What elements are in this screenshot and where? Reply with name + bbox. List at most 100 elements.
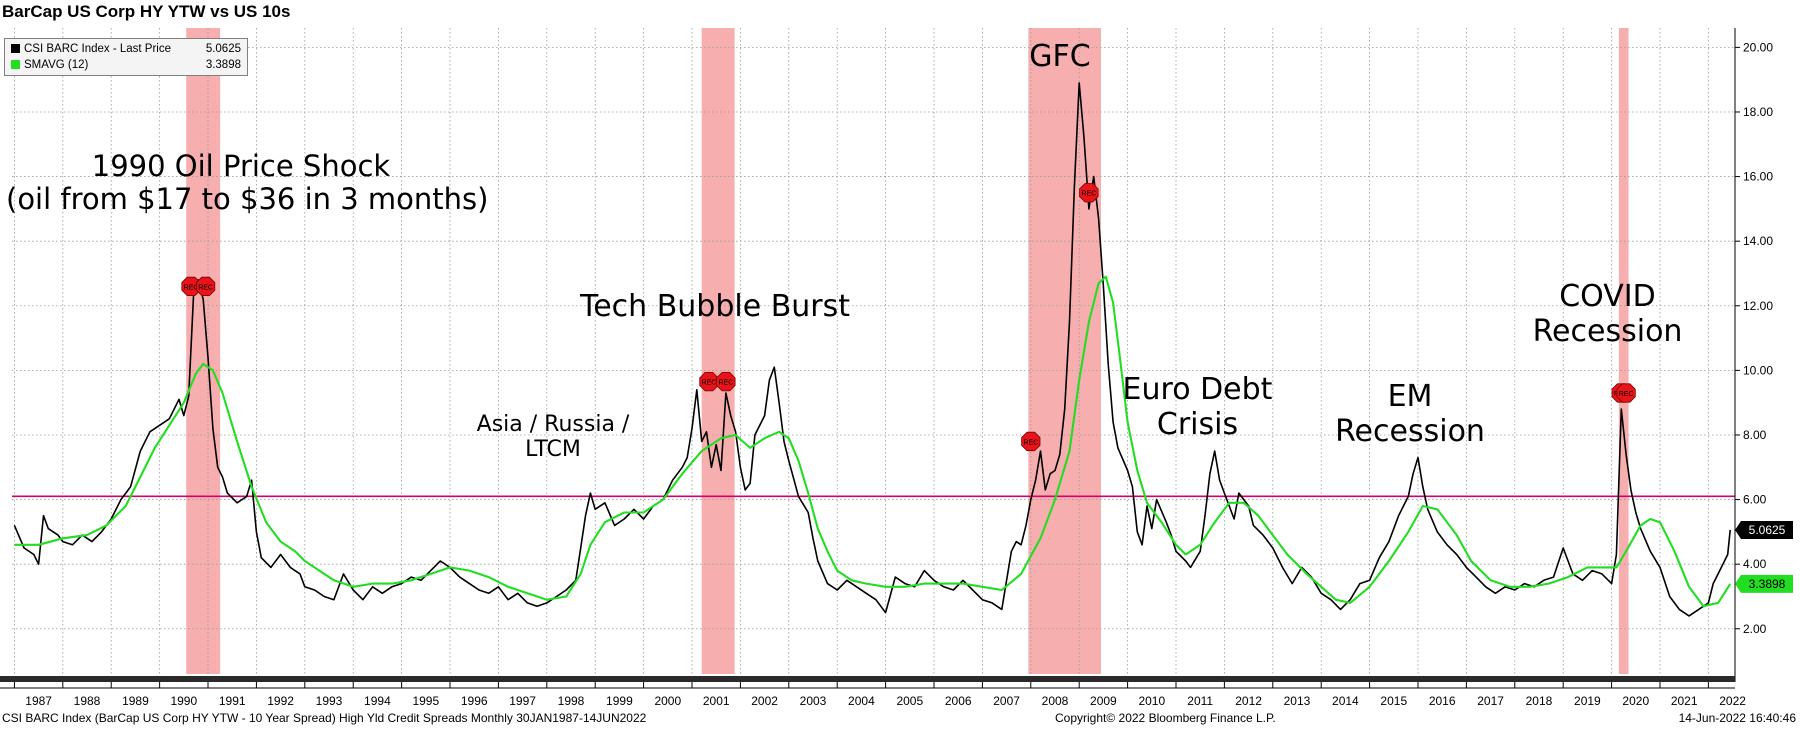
rec-marker-7 xyxy=(1616,383,1636,403)
annotation-asia-russia-line-2: LTCM xyxy=(525,437,581,463)
recession-band-0 xyxy=(186,28,221,674)
x-tick-label-7: 1994 xyxy=(364,694,391,708)
annotation-tech-bubble: Tech Bubble Burst xyxy=(560,289,870,325)
chart-title: BarCap US Corp HY YTW vs US 10s xyxy=(2,2,291,21)
x-tick-label-12: 1999 xyxy=(606,694,633,708)
x-tick-label-25: 2012 xyxy=(1235,694,1262,708)
annotation-covid-line-2: Recession xyxy=(1532,313,1683,349)
rec-marker-2 xyxy=(699,371,719,392)
footer-timestamp: 14-Jun-2022 16:40:46 xyxy=(1678,711,1796,725)
annotation-asia-russia-line-1: Asia / Russia / xyxy=(476,412,630,437)
x-axis-bar xyxy=(0,676,1735,682)
rec-marker-5 xyxy=(1079,183,1099,203)
y-tick-label-9: 20.00 xyxy=(1743,40,1773,54)
annotation-oil-shock: 1990 Oil Price Shock (oil from $17 to $3… xyxy=(6,149,489,217)
legend-item-price: CSI BARC Index - Last Price 5.0625 xyxy=(11,41,241,57)
annotation-euro-debt-line-1: Euro Debt xyxy=(1122,372,1273,407)
rec-marker-label-0: REC xyxy=(184,284,199,291)
legend-item-sma: SMAVG (12) 3.3898 xyxy=(11,57,241,73)
x-tick-label-18: 2005 xyxy=(896,694,923,708)
axis-layer: 2.00 4.00 6.00 8.00 10.00 12.00 14.00 16.00 18.0… xyxy=(0,28,1793,708)
x-tick-label-2: 1989 xyxy=(122,694,149,708)
x-tick-label-31: 2018 xyxy=(1526,694,1553,708)
annotation-gfc: GFC xyxy=(1010,39,1110,75)
y-tick-label-7: 16.00 xyxy=(1743,170,1773,184)
annotation-euro-debt: Euro Debt Crisis xyxy=(1110,372,1285,442)
annotation-asia-russia: Asia / Russia / LTCM xyxy=(448,412,658,463)
y-tick-label-0: 2.00 xyxy=(1743,622,1767,636)
x-tick-label-16: 2003 xyxy=(800,694,827,708)
rec-marker-4 xyxy=(1021,431,1041,452)
x-tick-label-30: 2017 xyxy=(1477,694,1504,708)
legend: CSI BARC Index - Last Price 5.0625 SMAVG… xyxy=(4,38,248,76)
x-tick-label-19: 2006 xyxy=(945,694,972,708)
series-line-sma xyxy=(14,275,1732,608)
x-tick-label-10: 1997 xyxy=(509,694,536,708)
x-tick-label-24: 2011 xyxy=(1187,694,1213,708)
annotation-covid: COVID Recession xyxy=(1515,279,1700,349)
footer-copyright: Copyright© 2022 Bloomberg Finance L.P. xyxy=(1055,711,1276,725)
x-tick-label-26: 2013 xyxy=(1284,694,1311,708)
series-line-price xyxy=(13,82,1731,617)
recession-markers-layer: RECRECRECRECRECRECRECREC xyxy=(181,183,1636,452)
rec-marker-label-2: REC xyxy=(702,380,717,387)
rec-marker-label-7: REC xyxy=(1619,391,1634,398)
x-tick-label-0: 1987 xyxy=(25,694,52,708)
rec-marker-label-3: REC xyxy=(718,380,733,387)
x-tick-label-23: 2010 xyxy=(1138,694,1165,708)
annotation-euro-debt-line-2: Crisis xyxy=(1156,406,1239,442)
legend-swatch-price xyxy=(11,44,20,54)
rec-marker-label-4: REC xyxy=(1023,439,1038,446)
legend-label-price: CSI BARC Index - Last Price xyxy=(24,43,171,55)
annotation-em-recession-line-2: Recession xyxy=(1335,413,1485,449)
legend-swatch-sma xyxy=(11,60,20,70)
recession-band-3 xyxy=(1618,28,1629,674)
y-tick-label-8: 18.00 xyxy=(1743,105,1773,119)
annotation-oil-shock-line-2: (oil from $17 to $36 in 3 months) xyxy=(6,182,489,217)
y-tick-label-3: 8.00 xyxy=(1743,428,1767,442)
x-tick-label-33: 2020 xyxy=(1622,694,1649,708)
last-price-tag-bg xyxy=(1735,520,1793,539)
legend-label-sma: SMAVG (12) xyxy=(24,59,89,71)
footer-source: CSI BARC Index (BarCap US Corp HY YTW - … xyxy=(2,711,647,725)
x-tick-label-9: 1996 xyxy=(461,694,488,708)
annotation-gfc-line-1: GFC xyxy=(1029,39,1091,74)
annotation-tech-bubble-line-1: Tech Bubble Burst xyxy=(579,289,851,324)
annotation-oil-shock-line-1: 1990 Oil Price Shock xyxy=(91,149,391,183)
x-tick-label-15: 2002 xyxy=(751,694,778,708)
recession-band-2 xyxy=(1028,28,1101,674)
x-tick-label-28: 2015 xyxy=(1380,694,1407,708)
y-tick-label-4: 10.00 xyxy=(1743,363,1773,377)
annotation-em-recession: EM Recession xyxy=(1325,379,1495,449)
rec-marker-1 xyxy=(195,276,216,297)
recession-band-1 xyxy=(701,28,735,674)
series-layer xyxy=(13,82,1732,617)
x-tick-label-6: 1993 xyxy=(316,694,343,708)
x-tick-label-27: 2014 xyxy=(1332,694,1359,708)
x-tick-label-4: 1991 xyxy=(219,694,246,708)
x-tick-label-1: 1988 xyxy=(74,694,101,708)
x-tick-label-5: 1992 xyxy=(267,694,294,708)
x-tick-label-13: 2000 xyxy=(654,694,681,708)
x-tick-label-21: 2008 xyxy=(1042,694,1069,708)
x-tick-label-34: 2021 xyxy=(1671,694,1698,708)
recession-bands-layer xyxy=(186,28,1629,674)
annotation-covid-line-1: COVID xyxy=(1559,279,1656,314)
rec-marker-3 xyxy=(716,371,736,392)
y-tick-label-5: 12.00 xyxy=(1743,299,1773,313)
x-tick-label-8: 1995 xyxy=(412,694,439,708)
legend-value-price: 5.0625 xyxy=(205,43,241,55)
grid-layer xyxy=(12,28,1735,674)
rec-marker-label-1: REC xyxy=(198,284,213,291)
y-tick-label-2: 6.00 xyxy=(1743,493,1767,507)
sma-last-tag-bg xyxy=(1735,574,1793,593)
x-tick-label-29: 2016 xyxy=(1429,694,1456,708)
x-tick-label-11: 1998 xyxy=(558,694,585,708)
y-tick-label-1: 4.00 xyxy=(1743,557,1767,571)
y-tick-label-6: 14.00 xyxy=(1743,234,1773,248)
annotation-em-recession-line-1: EM xyxy=(1387,379,1433,414)
x-tick-label-20: 2007 xyxy=(993,694,1020,708)
sma-last-tag-label: 3.3898 xyxy=(1749,577,1786,591)
x-tick-label-14: 2001 xyxy=(703,694,730,708)
